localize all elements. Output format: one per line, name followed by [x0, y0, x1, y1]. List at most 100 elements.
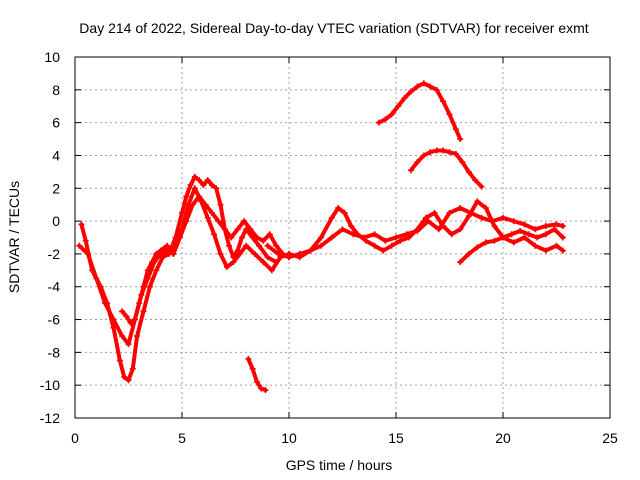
data-point	[243, 242, 250, 249]
y-tick-label: 8	[52, 82, 60, 98]
data-point	[258, 385, 265, 392]
data-point	[149, 259, 156, 266]
series-line	[77, 186, 291, 347]
data-point	[273, 242, 280, 249]
data-point	[559, 234, 566, 241]
x-tick-label: 5	[178, 430, 186, 446]
data-point	[264, 242, 271, 249]
data-point	[204, 214, 211, 221]
x-tick-label: 15	[388, 430, 404, 446]
data-point	[241, 218, 248, 225]
data-point	[119, 332, 126, 339]
data-point	[395, 103, 402, 110]
data-point	[211, 231, 218, 238]
data-point	[307, 247, 314, 254]
y-tick-label: -10	[40, 377, 60, 393]
plot-frame	[74, 56, 611, 419]
data-point	[121, 373, 128, 380]
data-point	[125, 377, 132, 384]
data-point	[176, 234, 183, 241]
x-tick-label: 20	[495, 430, 511, 446]
data-point	[144, 267, 151, 274]
data-point	[157, 247, 164, 254]
x-tick-label: 10	[281, 430, 297, 446]
data-point	[405, 234, 412, 241]
y-axis-label: SDTVAR / TECUs	[6, 181, 22, 293]
data-point	[457, 204, 464, 211]
data-point	[435, 226, 442, 233]
data-point	[414, 83, 421, 90]
data-point	[196, 193, 203, 200]
data-point	[440, 147, 447, 154]
data-point	[446, 111, 453, 118]
data-point	[465, 168, 472, 175]
data-point	[457, 226, 464, 233]
data-point	[500, 214, 506, 221]
series-segment-1	[78, 173, 280, 384]
data-point	[247, 226, 254, 233]
data-point	[482, 239, 489, 246]
data-point	[532, 242, 539, 249]
data-point	[401, 95, 408, 102]
data-point	[348, 223, 355, 230]
data-point	[202, 201, 209, 208]
data-point	[230, 259, 237, 266]
data-point	[208, 181, 215, 188]
data-point	[491, 237, 498, 244]
data-point	[446, 209, 453, 216]
data-point	[371, 231, 378, 238]
y-tick-label: -2	[48, 246, 61, 262]
data-point	[341, 209, 348, 216]
axis-ticks	[74, 56, 611, 419]
data-point	[440, 223, 447, 230]
data-point	[234, 226, 241, 233]
data-point	[140, 308, 147, 315]
y-tick-label: 10	[44, 49, 60, 65]
data-point	[328, 214, 335, 221]
series-line	[79, 174, 279, 383]
data-point	[452, 150, 459, 157]
chart-title: Day 214 of 2022, Sidereal Day-to-day VTE…	[79, 20, 588, 36]
data-point	[215, 218, 222, 225]
y-tick-label: 4	[52, 147, 60, 163]
data-point	[253, 234, 260, 241]
data-point	[559, 223, 566, 230]
data-point	[238, 234, 245, 241]
data-point	[127, 319, 134, 326]
series-line	[376, 81, 463, 141]
data-point	[553, 242, 560, 249]
data-point	[553, 221, 560, 228]
x-axis-label: GPS time / hours	[286, 457, 393, 473]
data-point	[189, 201, 196, 208]
data-point	[213, 185, 220, 192]
series-segment-8	[457, 226, 566, 266]
data-point	[200, 181, 207, 188]
data-point	[318, 242, 325, 249]
data-point	[474, 198, 481, 205]
data-point	[110, 324, 117, 331]
series-segment-5	[286, 198, 566, 261]
data-point	[191, 173, 198, 180]
data-point	[397, 237, 404, 244]
y-tick-label: 2	[52, 180, 60, 196]
data-point	[196, 177, 203, 184]
data-point	[491, 223, 498, 230]
data-point	[478, 183, 485, 190]
data-point	[217, 250, 224, 257]
data-point	[420, 152, 427, 159]
x-tick-labels: 0 5 10 15 20 25	[71, 430, 618, 446]
data-point	[433, 86, 440, 93]
data-point	[452, 126, 459, 133]
data-point	[159, 254, 166, 261]
data-point	[542, 231, 549, 238]
data-point	[427, 149, 434, 156]
data-point	[380, 247, 387, 254]
data-point	[440, 98, 447, 105]
data-point	[268, 267, 275, 274]
data-point	[508, 231, 515, 238]
data-point	[465, 213, 472, 220]
series-segment-6	[375, 80, 464, 143]
data-point	[82, 237, 89, 244]
series-line	[409, 148, 484, 189]
